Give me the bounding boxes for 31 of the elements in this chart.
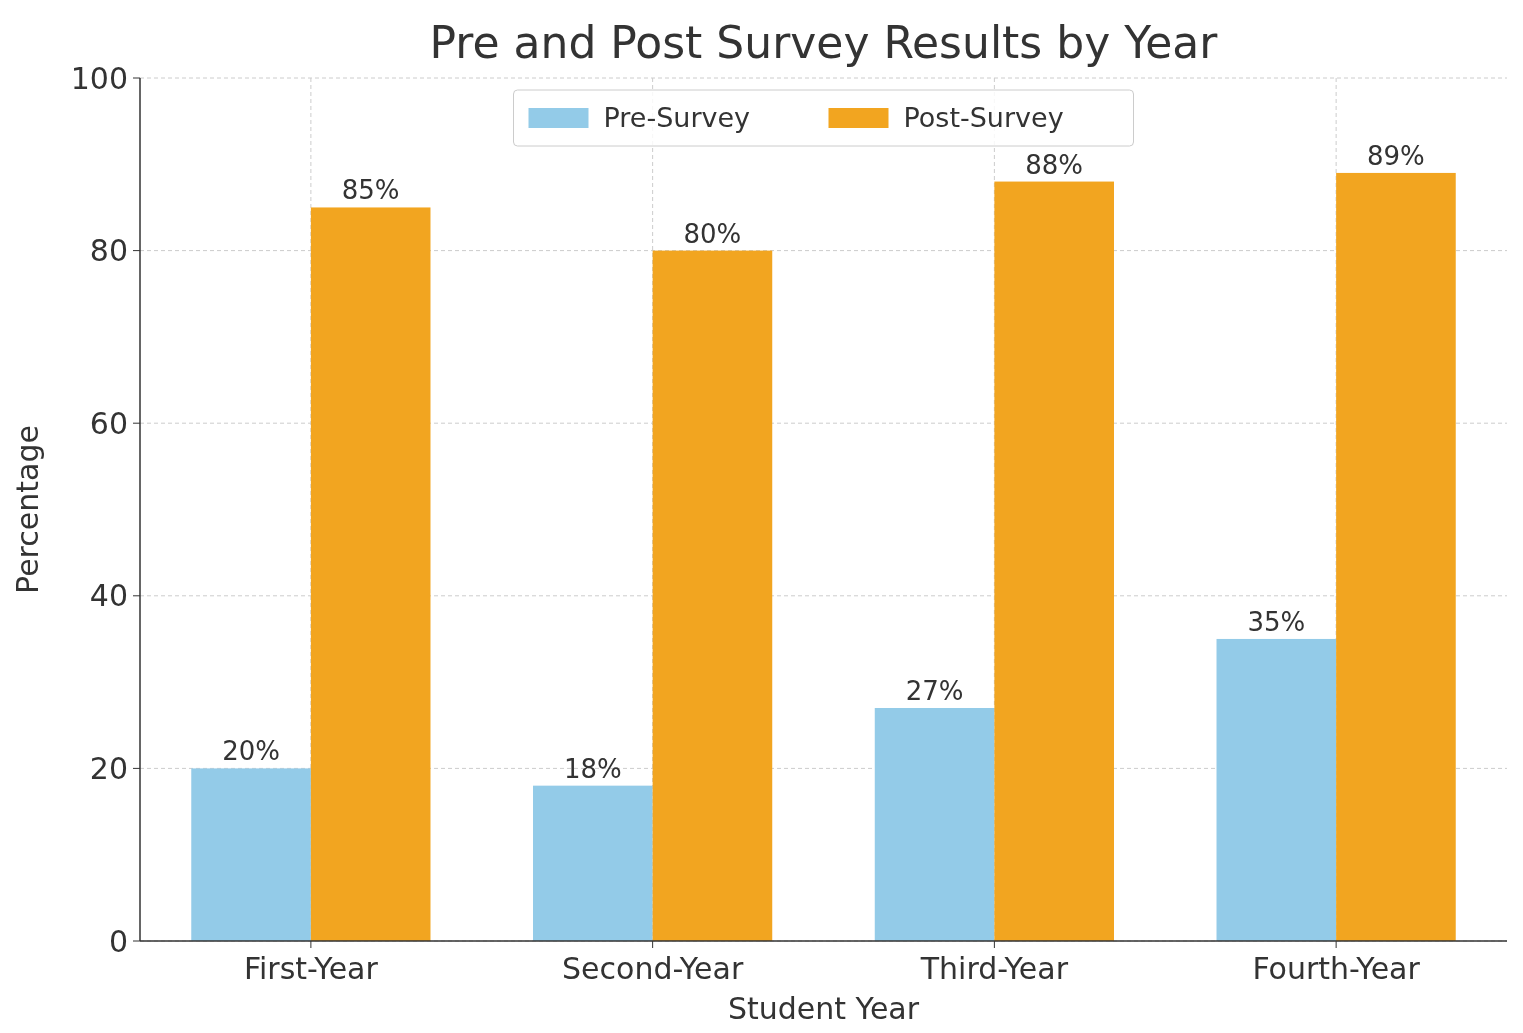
bar [1336,172,1456,941]
legend-label: Pre-Survey [603,102,751,133]
y-tick-label: 40 [89,578,128,614]
data-label: 18% [563,753,622,784]
bar [310,207,431,941]
x-tick-label: Second-Year [562,951,744,986]
y-tick-label: 100 [70,60,128,96]
x-tick-label: Fourth-Year [1252,951,1421,986]
data-label: 85% [341,175,400,206]
bar [994,181,1114,941]
bar [191,768,311,941]
y-tick-label: 60 [89,405,128,441]
bar [652,250,773,941]
data-label: 88% [1025,149,1084,180]
bar [1216,638,1337,941]
bar [874,707,995,941]
bar [533,785,653,941]
y-axis-title: Percentage [10,425,45,594]
data-label: 20% [222,736,280,767]
y-tick-label: 80 [89,233,128,269]
chart-title: Pre and Post Survey Results by Year [429,17,1219,68]
data-label: 80% [683,218,742,249]
y-tick-label: 20 [89,750,128,786]
x-tick-label: Third-Year [919,951,1069,986]
data-label: 27% [905,675,964,706]
data-label: 35% [1247,606,1306,637]
y-tick-label: 0 [108,923,128,959]
data-label: 89% [1367,140,1425,171]
x-tick-label: First-Year [243,951,379,986]
legend-label: Post-Survey [903,102,1064,133]
x-axis-title: Student Year [727,991,920,1026]
